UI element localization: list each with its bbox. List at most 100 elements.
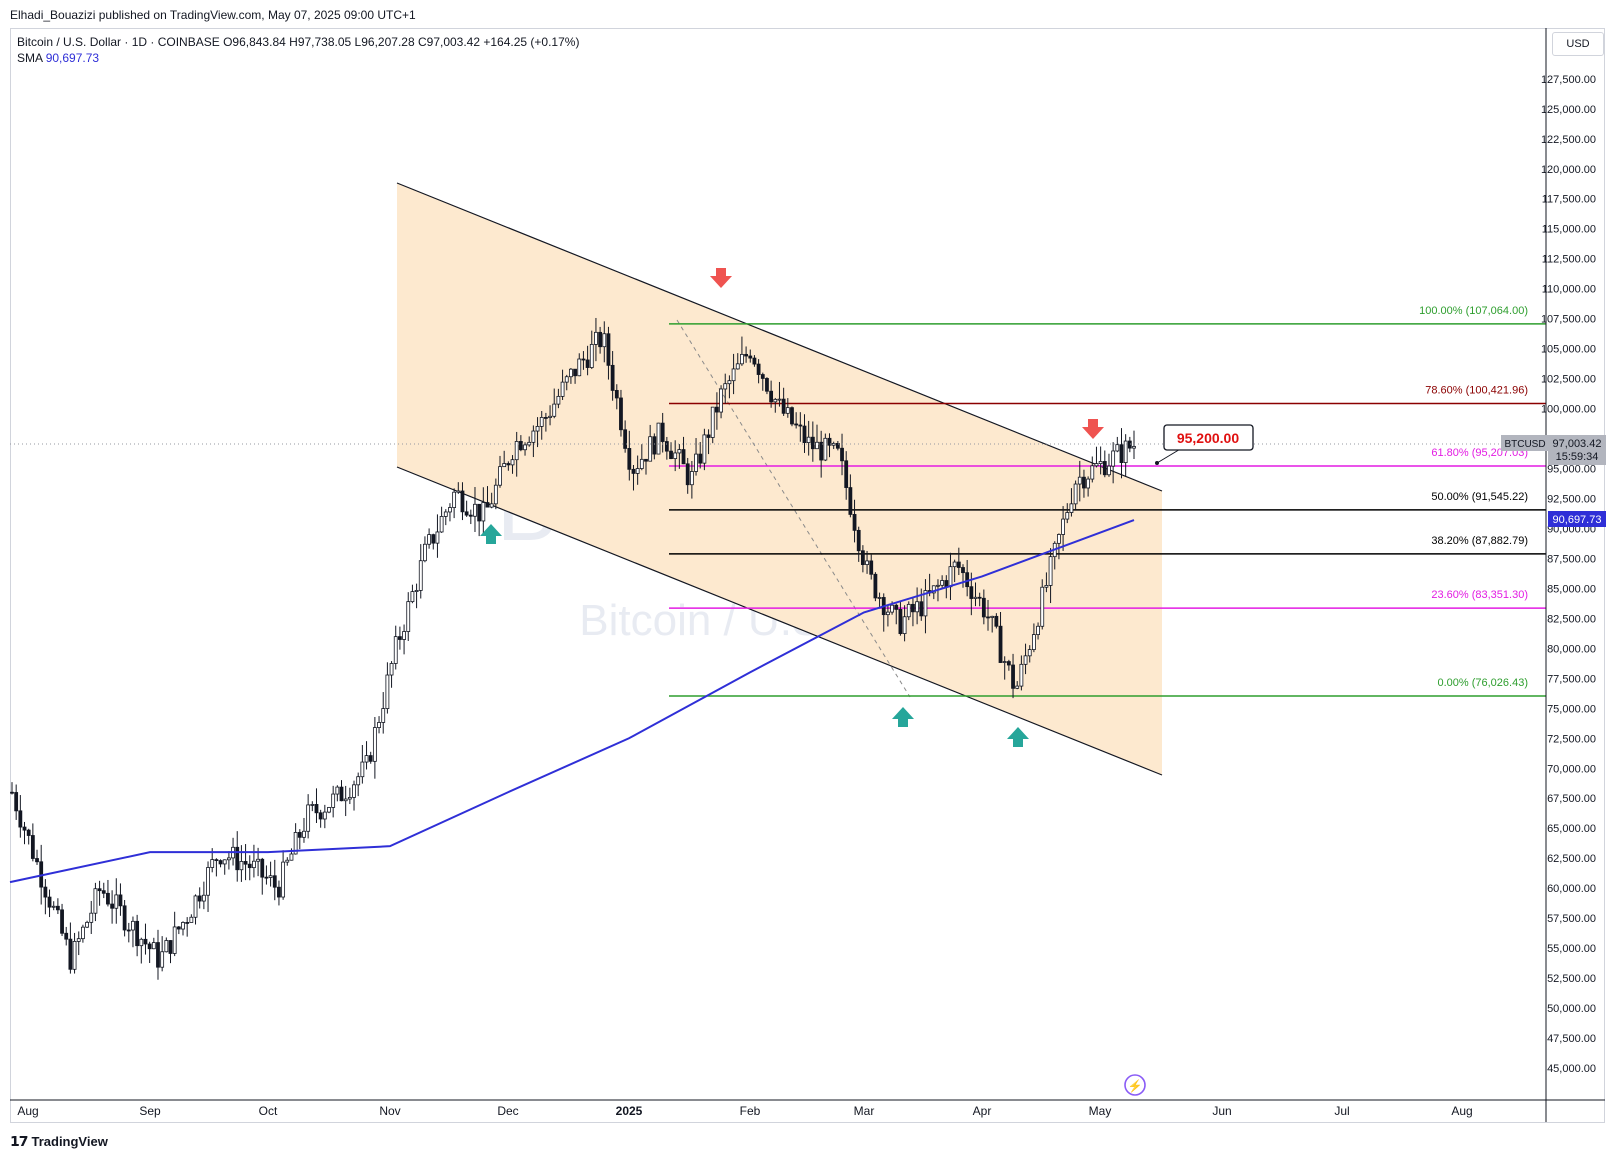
candle-body — [176, 926, 181, 930]
candle-body — [873, 573, 878, 599]
x-tick-label: Sep — [139, 1104, 161, 1118]
sma-legend[interactable]: SMA 90,697.73 — [17, 51, 99, 65]
candle-body — [748, 355, 753, 359]
y-tick-label: 60,000.00 — [1547, 883, 1596, 895]
candle-body — [685, 463, 690, 486]
candle-body — [581, 358, 586, 361]
ohlc-open-value: 96,843.84 — [232, 35, 286, 49]
candle-body — [1031, 634, 1036, 650]
candle-body — [664, 441, 669, 452]
candle-body — [886, 611, 890, 616]
candle-body — [1102, 461, 1107, 476]
currency-selector[interactable]: USD — [1552, 32, 1604, 56]
candle-body — [185, 922, 190, 924]
candle-body — [493, 484, 498, 505]
y-tick-label: 85,000.00 — [1547, 583, 1596, 595]
candle-body — [1082, 476, 1086, 489]
candle-body — [514, 441, 519, 461]
y-tick-label: 52,500.00 — [1547, 973, 1596, 985]
channel-upper-line[interactable] — [396, 182, 1163, 492]
candle-body — [1048, 556, 1053, 586]
price-axis[interactable]: 45,000.00 47,500.00 50,000.00 52,500.00 55,0… — [1541, 74, 1596, 1075]
y-tick-label: 112,500.00 — [1542, 254, 1596, 266]
candle-body — [172, 926, 177, 954]
y-tick-label: 100,000.00 — [1541, 404, 1596, 416]
candle-body — [998, 625, 1003, 663]
tradingview-logo[interactable]: 𝟭𝟳 TradingView — [10, 1133, 108, 1150]
channel-lower-line[interactable] — [396, 466, 1163, 776]
candle-body — [1036, 625, 1040, 635]
candle-body — [652, 436, 657, 455]
candle-body — [981, 597, 986, 618]
candle-body — [919, 601, 924, 617]
candle-body — [936, 584, 940, 587]
candle-body — [898, 609, 903, 635]
candle-body — [1073, 483, 1078, 505]
lightning-icon[interactable]: ⚡ — [1124, 1074, 1146, 1096]
candle-body — [506, 463, 511, 466]
candle-body — [164, 940, 169, 953]
candle-body — [168, 940, 173, 954]
candle-body — [548, 415, 552, 418]
candle-body — [10, 791, 14, 794]
candle-body — [460, 490, 465, 513]
y-tick-label: 127,500.00 — [1541, 74, 1596, 86]
candle-body — [810, 436, 815, 450]
y-tick-label: 50,000.00 — [1547, 1003, 1596, 1015]
fib-trend-line[interactable] — [676, 319, 911, 698]
candle-body — [627, 448, 632, 470]
candle-body — [844, 460, 849, 488]
candle-body — [518, 441, 523, 451]
candle-body — [802, 425, 807, 444]
candle-body — [1023, 655, 1028, 665]
candle-body — [214, 859, 219, 862]
candle-body — [281, 861, 286, 898]
fib-level-label: 78.60% (100,421.96) — [1425, 384, 1528, 396]
candle-body — [18, 810, 23, 828]
candle-body — [869, 560, 874, 575]
candle-body — [293, 832, 298, 855]
candle-body — [648, 436, 653, 462]
candle-body — [1086, 478, 1091, 489]
candle-body — [43, 886, 48, 898]
y-tick-label: 110,000.00 — [1542, 284, 1596, 296]
descending-channel[interactable] — [397, 183, 1162, 775]
y-tick-label: 62,500.00 — [1547, 853, 1596, 865]
candle-body — [639, 458, 644, 469]
candle-body — [264, 876, 269, 879]
candle-body — [560, 381, 565, 397]
candle-body — [794, 423, 799, 426]
candle-body — [297, 832, 302, 838]
callout-text: 95,200.00 — [1177, 430, 1239, 446]
sma-legend-value: 90,697.73 — [45, 51, 100, 65]
fib-level-label: 50.00% (91,545.22) — [1431, 491, 1528, 503]
candle-body — [727, 380, 732, 385]
y-tick-label: 75,000.00 — [1547, 703, 1596, 715]
up-arrow-icon — [1007, 727, 1029, 747]
ohlc-high-label: H — [289, 35, 298, 49]
candle-body — [247, 863, 252, 869]
candle-body — [798, 424, 803, 427]
candle-body — [569, 368, 573, 378]
up-arrow-icon — [480, 524, 502, 544]
sma-legend-label: SMA — [17, 51, 43, 65]
candle-body — [719, 388, 723, 413]
symbol-tag: BTCUSD — [1504, 439, 1545, 450]
signals — [480, 268, 1104, 747]
candle-body — [60, 909, 64, 934]
candle-body — [473, 503, 477, 517]
x-tick-label: Aug — [1451, 1104, 1472, 1118]
candle-body — [485, 502, 490, 508]
y-tick-label: 57,500.00 — [1547, 913, 1596, 925]
symbol-legend[interactable]: Bitcoin / U.S. Dollar · 1D · COINBASE O9… — [17, 35, 579, 49]
candle-body — [160, 951, 165, 968]
candle-body — [1132, 446, 1136, 449]
candle-body — [1127, 440, 1132, 449]
candle-body — [122, 905, 127, 931]
time-axis[interactable]: Aug Sep Oct Nov Dec 2025 Feb Mar Apr May Jun Jul Aug — [17, 1104, 1472, 1118]
sma-line[interactable] — [9, 519, 1135, 884]
candle-body — [110, 903, 115, 909]
candle-body — [72, 940, 77, 970]
price-callout[interactable]: 95,200.00 — [1155, 424, 1254, 465]
